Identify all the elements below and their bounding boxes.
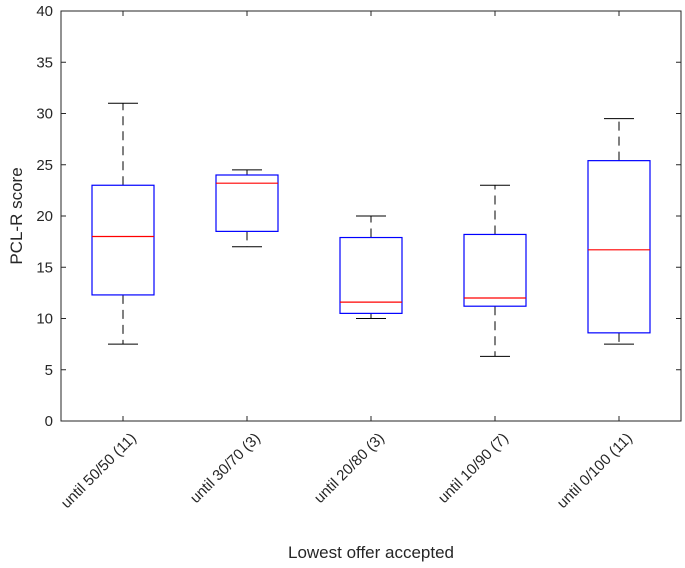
- iqr-box: [587, 160, 651, 334]
- x-tick-label: until 10/90 (7): [435, 430, 512, 507]
- iqr-box: [215, 174, 279, 232]
- box-group: [215, 169, 279, 248]
- box-group: [91, 102, 155, 345]
- y-tick-label: 0: [45, 413, 53, 430]
- y-tick-label: 10: [36, 311, 53, 328]
- iqr-box: [339, 236, 403, 314]
- x-axis: until 50/50 (11) until 30/70 (3) until 20/…: [58, 11, 636, 512]
- plot-content: [91, 102, 651, 357]
- y-tick-label: 20: [36, 208, 53, 225]
- iqr-box: [91, 184, 155, 296]
- x-tick-label: until 20/80 (3): [311, 430, 388, 507]
- box-group: [587, 118, 651, 345]
- x-tick-label: until 50/50 (11): [58, 430, 140, 512]
- iqr-box: [463, 233, 527, 307]
- y-tick-label: 15: [36, 259, 53, 276]
- y-tick-label: 25: [36, 157, 53, 174]
- box-group: [463, 184, 527, 357]
- x-tick-label: until 0/100 (11): [554, 430, 636, 512]
- y-tick-label: 35: [36, 54, 53, 71]
- box-group: [339, 215, 403, 319]
- x-tick-label: until 30/70 (3): [187, 430, 264, 507]
- y-tick-label: 40: [36, 3, 53, 20]
- y-tick-label: 30: [36, 106, 53, 123]
- y-tick-label: 5: [45, 362, 53, 379]
- y-axis: 0 5 10 15 20 25 30 35 40: [36, 3, 681, 430]
- x-axis-title: Lowest offer accepted: [288, 543, 454, 562]
- y-axis-title: PCL-R score: [7, 167, 26, 264]
